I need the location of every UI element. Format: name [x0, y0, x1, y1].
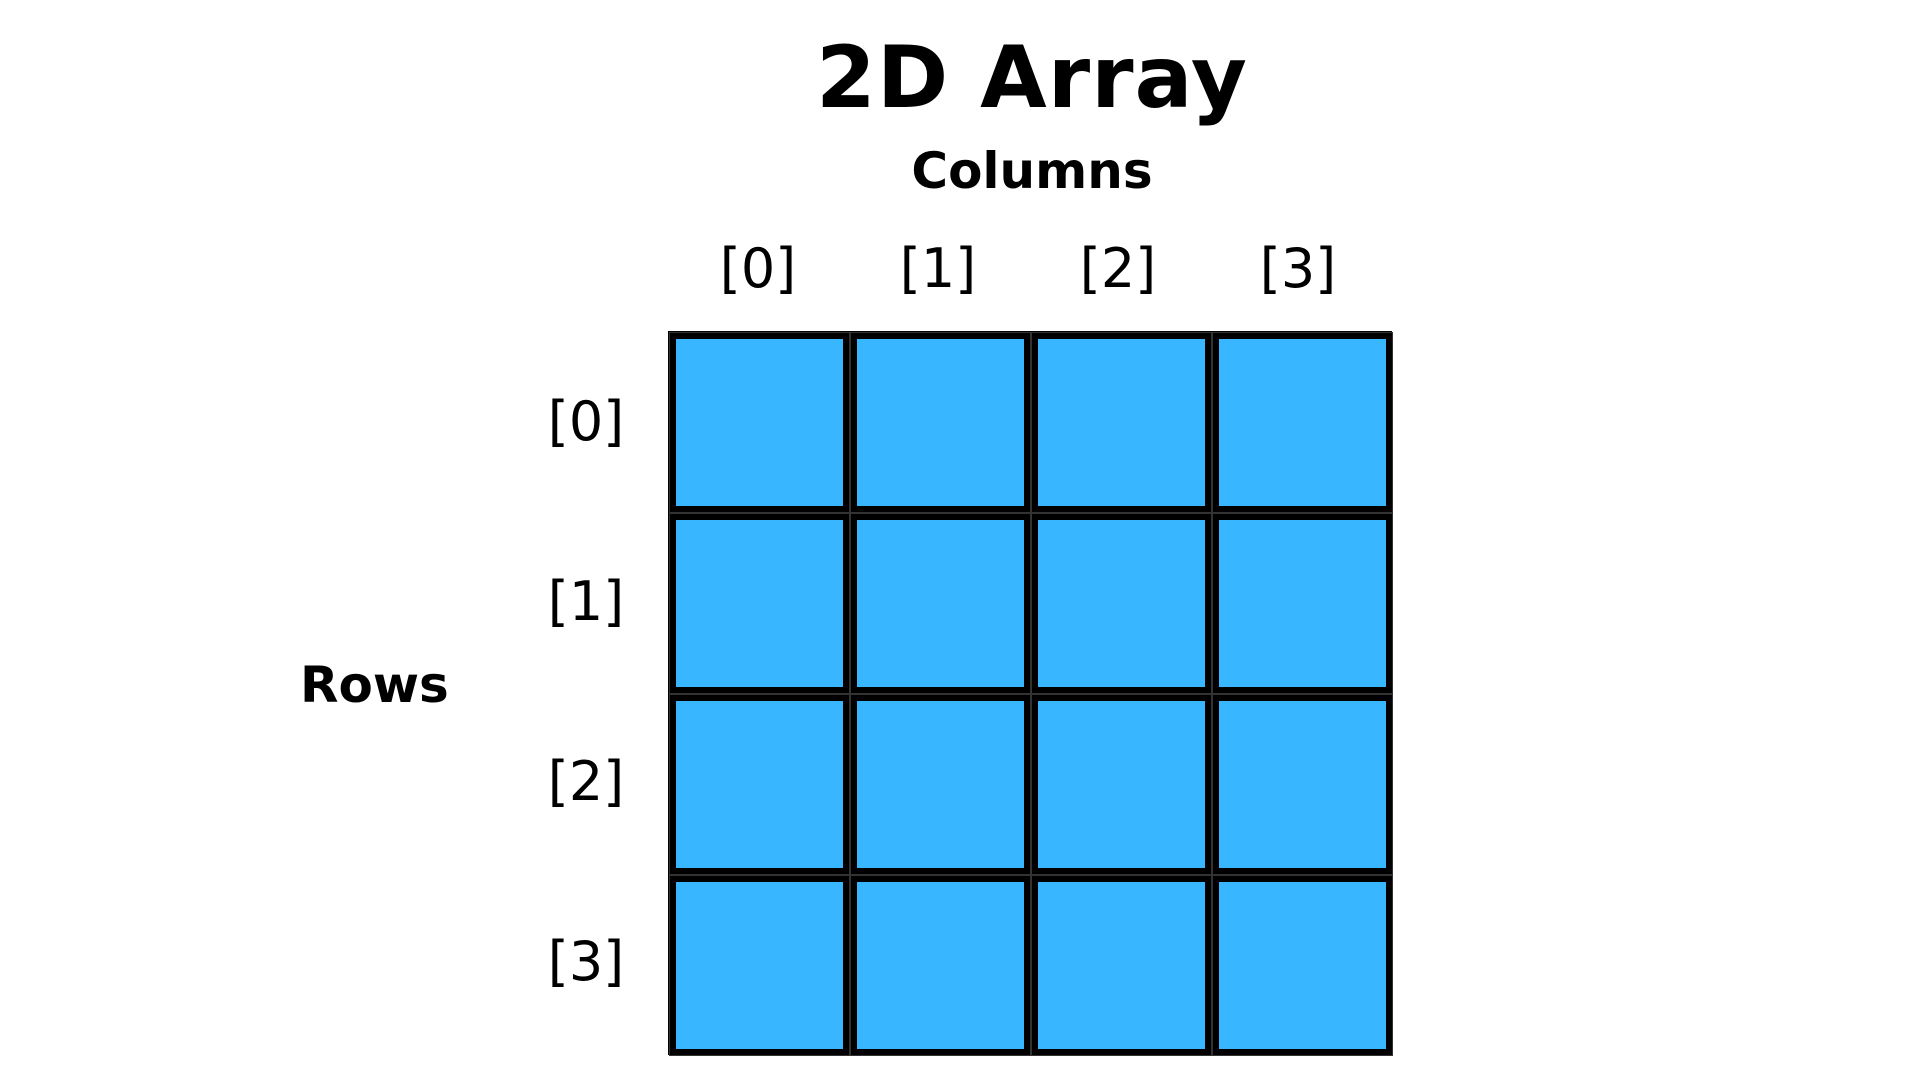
array-cell — [850, 694, 1031, 875]
array-cell — [669, 513, 850, 694]
array-cell — [669, 332, 850, 513]
rows-heading: Rows — [300, 656, 449, 714]
array-cell — [1031, 332, 1212, 513]
array-cell — [1212, 513, 1393, 694]
array-cell — [1031, 694, 1212, 875]
array-cell — [1212, 694, 1393, 875]
column-index-label: [0] — [719, 237, 797, 300]
row-index-label: [1] — [547, 570, 625, 633]
column-index-label: [3] — [1259, 237, 1337, 300]
array-cell — [850, 875, 1031, 1056]
array-cell — [1031, 875, 1212, 1056]
diagram-title: 2D Array — [816, 28, 1248, 128]
column-index-label: [2] — [1079, 237, 1157, 300]
row-index-label: [3] — [547, 930, 625, 993]
columns-heading: Columns — [911, 142, 1153, 200]
row-index-label: [0] — [547, 390, 625, 453]
array-grid — [668, 331, 1393, 1056]
array-cell — [1212, 332, 1393, 513]
array-cell — [850, 332, 1031, 513]
array-cell — [1031, 513, 1212, 694]
row-index-label: [2] — [547, 750, 625, 813]
array-cell — [669, 694, 850, 875]
array-cell — [1212, 875, 1393, 1056]
column-index-label: [1] — [899, 237, 977, 300]
array-cell — [850, 513, 1031, 694]
array-cell — [669, 875, 850, 1056]
